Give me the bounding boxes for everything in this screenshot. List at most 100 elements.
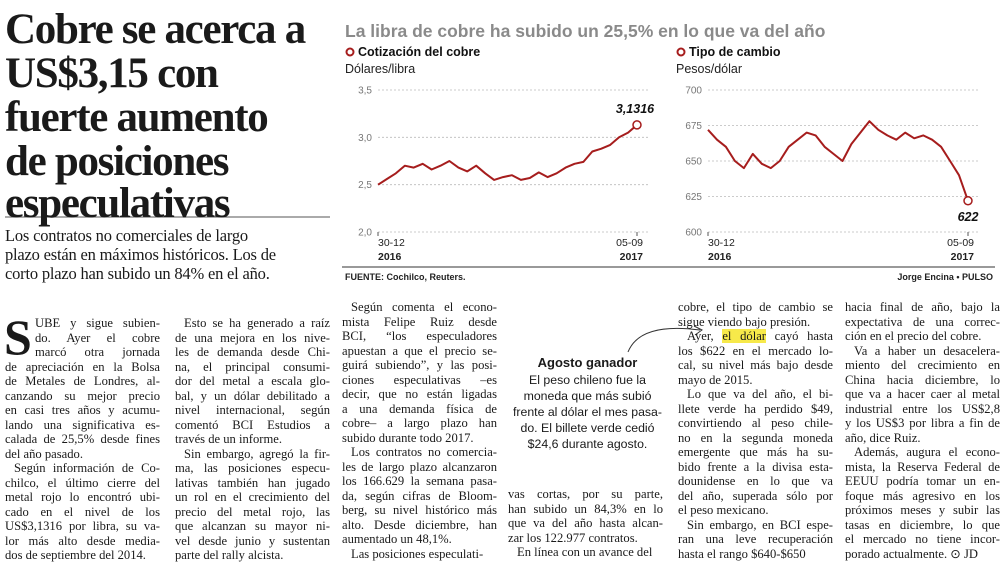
article-line: decir, que no están ligadas <box>342 387 497 401</box>
line <box>377 124 638 186</box>
x-year-label: 2016 <box>378 251 402 263</box>
article-line: apuestan a que el precio se- <box>342 343 497 358</box>
y-tick-label: 2,5 <box>358 180 372 191</box>
y-tick-label: 625 <box>685 192 702 203</box>
article-line: Los contratos no comercia- <box>351 445 497 459</box>
article-line: da, según cifras de Bloom- <box>342 488 497 503</box>
article-line: parte del rally alcista. <box>175 548 284 562</box>
article-line: Además, augura el econo- <box>854 445 1000 459</box>
article-line: Ayer, el dólar cayó hasta <box>678 329 833 344</box>
sidebar-line: do. El billete verde cedió <box>520 421 655 435</box>
article-line: los 166.629 la semana pasa- <box>342 474 497 488</box>
article-line: na, el principal consumi- <box>175 359 330 374</box>
article-line: calada de 25,5% desde fines <box>5 432 160 446</box>
article-line: no en la segunda moneda <box>678 430 833 445</box>
callout-arrow-head <box>693 325 703 336</box>
article-line: expectativa de una correc- <box>845 314 1000 329</box>
x-tick-label: 30-12 <box>378 237 405 249</box>
sidebar-line: El peso chileno fue la <box>529 373 646 387</box>
end-point <box>632 120 642 130</box>
end-point <box>963 196 973 206</box>
article-line: mista Felipe Ruiz desde <box>342 314 497 329</box>
article-line: mista, la Reserva Federal de <box>845 459 1000 474</box>
article-line: cal, su nivel más bajo desde <box>678 358 833 372</box>
article-line: nivel internacional, según <box>175 403 330 417</box>
article-line: precio del metal rojo, las <box>175 504 330 519</box>
article-column: Esto se ha generado a raíz de una mejora … <box>175 316 330 563</box>
article-line: ciones especulativas –es <box>342 372 497 387</box>
article-line: hasta el rango $640-$650 <box>678 546 806 561</box>
article-line: ma, las posiciones especu- <box>175 461 330 475</box>
article-line: guirá subiendo”, y las posi- <box>342 358 497 372</box>
sidebar-line: $24,6 durante agosto. <box>527 437 648 451</box>
article-line: vel desde junio y sustentan <box>175 533 330 548</box>
article-line: de apreciación en la Bolsa <box>5 359 160 374</box>
article-line: chilco, el último cierre del <box>5 475 160 490</box>
chart-title: Cotización del cobre <box>358 45 480 59</box>
article-line: miento del crecimiento en <box>845 358 1000 372</box>
chart-subtitle: Dólares/libra <box>345 62 415 76</box>
article-line: les de demanda desde Chi- <box>175 345 330 359</box>
article-line: un rol en el crecimiento del <box>175 490 330 504</box>
article-line: les de largo plazo alcanzaron <box>342 459 497 474</box>
article-column: hacia final de año, bajo la expectativa d… <box>845 300 1000 561</box>
article-line: ran una leve recuperación <box>678 532 833 546</box>
value-label: 622 <box>958 210 979 224</box>
article-line: porado actualmente. ⊙ JD <box>845 546 978 561</box>
article-line: cobre, el tipo de cambio se <box>678 300 833 314</box>
article-line: que va del año hasta alcan- <box>508 516 663 530</box>
deck-line: Los contratos no comerciales de largo <box>5 226 248 245</box>
article-line: Lo que va del año, el bi- <box>687 387 833 401</box>
callout-arrow <box>627 327 701 353</box>
title-marker <box>345 47 355 57</box>
title-marker <box>676 47 686 57</box>
article-line: bido frente a la divisa esta- <box>678 459 833 474</box>
x-tick-label: 05-09 <box>616 237 643 249</box>
article-line: cado en el nivel de los <box>5 504 160 519</box>
article-line: que va a hacer caer al metal <box>845 387 1000 401</box>
sidebar-line: frente al dólar el mes pasa- <box>512 405 662 419</box>
article-line: han subido un 84,3% en lo <box>508 501 663 516</box>
deck-line: corto plazo han subido un 84% en el año. <box>5 264 270 283</box>
article-line: alto. Desde diciembre, han <box>342 517 497 532</box>
line-segment: cayó hasta <box>766 329 833 343</box>
y-tick-label: 650 <box>685 157 702 168</box>
article-line: convirtiendo al peso chile- <box>678 416 833 430</box>
article-column: cobre, el tipo de cambio se sigue viendo … <box>678 300 833 561</box>
infographic-title: La libra de cobre ha subido un 25,5% en … <box>345 21 825 41</box>
x-year-label: 2017 <box>620 251 644 263</box>
article-line: US$3,1316 por libra, su va- <box>5 519 160 533</box>
article-column: vas cortas, por su parte, han subido un 8… <box>508 487 663 560</box>
article-line: industrial entre los US$2,8 <box>845 401 1000 416</box>
article-line: bal, y un dólar debilitado a <box>175 388 330 403</box>
article-line: metal rojo lo encontró ubi- <box>5 490 160 504</box>
article-line: que alcanzan su mayor ni- <box>175 519 330 533</box>
chart-title: Tipo de cambio <box>689 45 781 59</box>
article-line: canzando su mejor precio <box>5 388 160 403</box>
article-line: en casi tres años y acumu- <box>5 403 160 417</box>
article-line: zar los 122.977 contratos. <box>508 530 638 545</box>
article-line: berg, su nivel histórico más <box>342 503 497 517</box>
y-tick-label: 675 <box>685 121 702 132</box>
article-line: China hacia diciembre, lo <box>845 372 1000 387</box>
article-line: marcó otra jornada <box>35 345 160 359</box>
article-line: Esto se ha generado a raíz <box>184 316 330 330</box>
article-line: los $622 en el mercado lo- <box>678 343 833 358</box>
y-tick-label: 3,5 <box>358 86 372 97</box>
y-tick-label: 700 <box>685 86 702 97</box>
headline-line: US$3,15 con <box>5 50 219 97</box>
article-line: lor más alto desde media- <box>5 533 160 548</box>
article-line: cobre– a largo plazo han <box>342 416 497 430</box>
article-line: comentó BCI Estudios a <box>175 417 330 432</box>
article-line: Las posiciones especulati- <box>351 546 484 561</box>
article-line: Sin embargo, en BCI espe- <box>687 517 833 532</box>
headline-line: Cobre se acerca a <box>5 6 306 53</box>
article-line: EEUU podría tomar un en- <box>845 474 1000 488</box>
article-line: aumentado un 48,1%. <box>342 532 452 546</box>
article-line: tasas en diciembre, lo que <box>845 517 1000 532</box>
article-line: el mercado no tiene incor- <box>845 532 1000 546</box>
x-year-label: 2017 <box>951 251 975 263</box>
article-line: a una demanda física de <box>342 401 497 416</box>
